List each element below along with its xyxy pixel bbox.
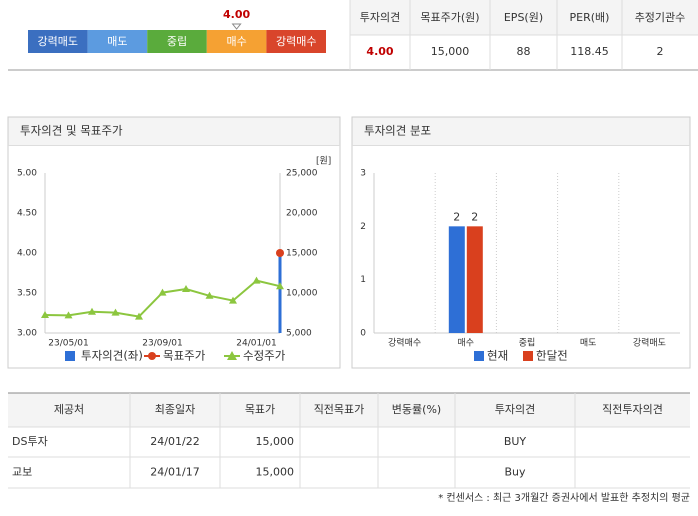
y2-tick-label: 15,000 bbox=[286, 249, 318, 259]
legend-key bbox=[474, 351, 484, 361]
opinion-label: 매수 bbox=[226, 35, 246, 48]
x-tick-label: 강력매도 bbox=[633, 337, 666, 349]
summary-value: 88 bbox=[517, 45, 531, 58]
table-cell: 24/01/17 bbox=[150, 466, 199, 479]
summary-header: 추정기관수 bbox=[635, 11, 686, 24]
y-tick-label: 0 bbox=[360, 329, 366, 339]
opinion-segment bbox=[266, 30, 326, 53]
opinion-label: 매도 bbox=[107, 35, 127, 48]
summary-value: 15,000 bbox=[431, 45, 470, 58]
x-tick-label: 23/09/01 bbox=[142, 339, 182, 349]
y-tick-label: 3.50 bbox=[17, 289, 37, 299]
price-marker bbox=[41, 311, 49, 318]
y2-unit: [원] bbox=[316, 156, 331, 167]
panel bbox=[351, 116, 691, 369]
footnote: * 컨센서스 : 최근 3개월간 증권사에서 발표한 추정치의 평균 bbox=[438, 492, 690, 504]
x-tick-label: 23/05/01 bbox=[48, 339, 88, 349]
y-tick-label: 2 bbox=[360, 222, 366, 232]
value-label: 2 bbox=[471, 210, 478, 223]
legend-label: 한달전 bbox=[536, 349, 568, 363]
table-header-bg bbox=[8, 393, 690, 427]
price-marker bbox=[88, 307, 96, 315]
opinion-label: 강력매도 bbox=[38, 35, 78, 48]
summary-value: 118.45 bbox=[570, 45, 609, 58]
y2-tick-label: 20,000 bbox=[286, 209, 318, 219]
summary-header: PER(배) bbox=[570, 11, 610, 24]
opinion-label: 강력매수 bbox=[276, 35, 316, 48]
price-marker bbox=[64, 311, 73, 319]
x-tick-label: 24/01/01 bbox=[236, 339, 276, 349]
legend-label: 투자의견(좌) bbox=[81, 349, 143, 363]
table-header: 변동률(%) bbox=[392, 403, 441, 416]
y2-tick-label: 5,000 bbox=[286, 329, 312, 339]
table-cell: DS투자 bbox=[12, 435, 48, 448]
table-cell: 15,000 bbox=[256, 466, 295, 479]
table-cell: Buy bbox=[504, 466, 526, 479]
price-marker bbox=[229, 296, 237, 304]
y-tick-label: 4.50 bbox=[17, 209, 37, 219]
price-marker bbox=[252, 276, 261, 284]
summary-header: 투자의견 bbox=[360, 11, 400, 24]
y-tick-label: 4.00 bbox=[17, 249, 37, 259]
value-label: 2 bbox=[453, 210, 460, 223]
summary-header: 목표주가(원) bbox=[420, 11, 479, 24]
legend-key bbox=[148, 352, 156, 360]
price-marker bbox=[205, 291, 214, 299]
panel-header bbox=[352, 117, 690, 146]
price-marker bbox=[182, 285, 190, 292]
price-marker bbox=[276, 282, 284, 290]
y-tick-label: 5.00 bbox=[17, 169, 37, 179]
table-header: 투자의견 bbox=[495, 403, 535, 416]
table-header: 목표가 bbox=[245, 403, 275, 416]
summary-value: 2 bbox=[657, 45, 664, 58]
table-header: 제공처 bbox=[54, 403, 84, 416]
panel bbox=[7, 116, 341, 369]
summary-header-bg bbox=[350, 0, 698, 35]
target-dot bbox=[276, 249, 284, 257]
price-marker bbox=[158, 288, 167, 296]
table-cell: 24/01/22 bbox=[150, 435, 199, 448]
opinion-label: 중립 bbox=[167, 35, 187, 48]
x-tick-label: 매수 bbox=[458, 338, 475, 349]
y-tick-label: 1 bbox=[360, 275, 366, 285]
legend-label: 수정주가 bbox=[243, 349, 286, 363]
opinion-bar bbox=[278, 253, 282, 333]
bar bbox=[466, 226, 483, 333]
legend-key bbox=[227, 351, 237, 360]
panel-title: 투자의견 및 목표주가 bbox=[20, 124, 123, 138]
legend-label: 현재 bbox=[487, 349, 508, 363]
y-tick-label: 3.00 bbox=[17, 329, 37, 339]
opinion-value: 4.00 bbox=[223, 8, 250, 21]
x-tick-label: 강력매수 bbox=[388, 337, 421, 349]
bar bbox=[448, 226, 465, 333]
summary-header: EPS(원) bbox=[504, 11, 543, 24]
table-cell: 교보 bbox=[12, 466, 32, 479]
summary-value: 4.00 bbox=[366, 45, 393, 58]
opinion-segment bbox=[28, 30, 88, 53]
opinion-segment bbox=[206, 30, 267, 53]
table-header: 직전투자의견 bbox=[602, 403, 663, 416]
opinion-marker bbox=[231, 23, 242, 30]
panel-header bbox=[8, 117, 340, 146]
table-header: 직전목표가 bbox=[314, 403, 365, 416]
legend-label: 목표주가 bbox=[163, 349, 206, 363]
opinion-segment bbox=[87, 30, 148, 53]
y-tick-label: 3 bbox=[360, 169, 366, 179]
panel-title: 투자의견 분포 bbox=[364, 124, 431, 138]
opinion-segment bbox=[147, 30, 207, 53]
y2-tick-label: 25,000 bbox=[286, 169, 318, 179]
legend-key bbox=[523, 351, 533, 361]
price-marker bbox=[135, 312, 143, 320]
price-marker bbox=[111, 308, 120, 316]
table-cell: BUY bbox=[504, 435, 527, 448]
x-tick-label: 중립 bbox=[519, 338, 536, 349]
legend-key bbox=[65, 351, 75, 361]
y2-tick-label: 10,000 bbox=[286, 289, 318, 299]
x-tick-label: 매도 bbox=[580, 338, 597, 349]
table-cell: 15,000 bbox=[256, 435, 295, 448]
table-header: 최종일자 bbox=[155, 402, 195, 416]
